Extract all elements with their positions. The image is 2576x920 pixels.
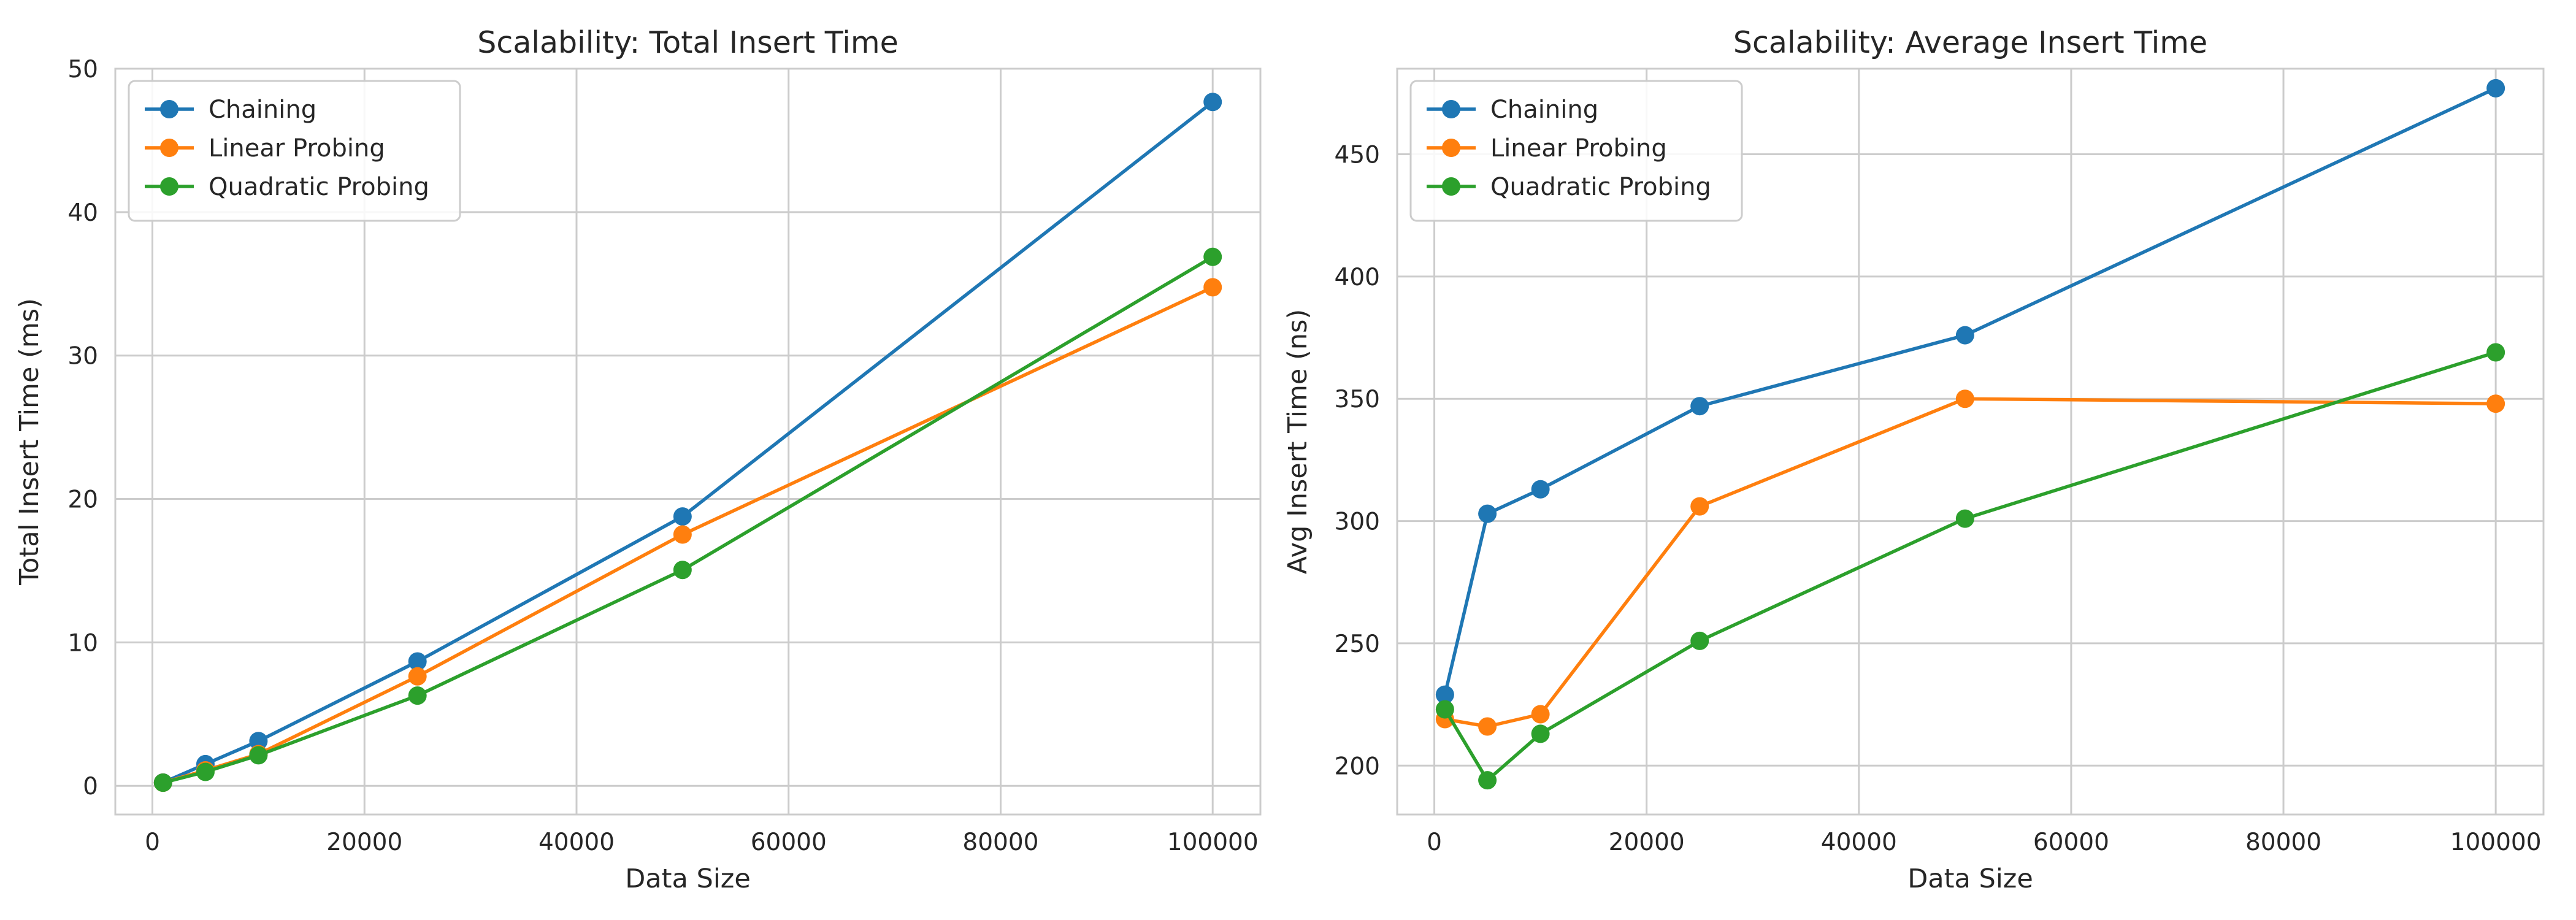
x-axis-label: Data Size (1907, 864, 2033, 894)
y-tick-label: 0 (83, 773, 98, 800)
legend-entry-chaining: Chaining (145, 96, 316, 124)
series-line-chaining (1443, 86, 2497, 696)
y-tick-label: 450 (1335, 142, 1380, 169)
legend-marker (1442, 139, 1460, 157)
data-point (1203, 278, 1222, 297)
x-axis-label: Data Size (625, 864, 751, 894)
y-tick-label: 200 (1335, 753, 1380, 780)
y-tick-label: 10 (67, 629, 98, 657)
x-tick-label: 40000 (1821, 829, 1897, 856)
x-tick-label: 0 (1427, 829, 1442, 856)
legend: Chaining Linear Probing Quadratic Probing (128, 80, 461, 222)
x-tick-label: 60000 (751, 829, 827, 856)
x-tick-label: 100000 (2450, 829, 2542, 856)
y-tick-label: 40 (67, 199, 98, 227)
data-point (673, 561, 692, 580)
plot-frame (1396, 67, 2545, 816)
legend-entry-linear-probing: Linear Probing (1427, 134, 1667, 163)
legend-label: Quadratic Probing (209, 173, 429, 201)
data-point (1955, 389, 1974, 408)
data-point (408, 667, 427, 686)
legend-label: Chaining (1490, 96, 1598, 124)
data-point (1435, 700, 1454, 719)
data-point (1690, 497, 1709, 516)
legend-label: Quadratic Probing (1490, 173, 1711, 201)
legend-box (128, 80, 461, 222)
data-point (1531, 480, 1550, 499)
data-point (1478, 717, 1497, 736)
y-tick-label: 250 (1335, 631, 1380, 658)
data-point (1203, 247, 1222, 266)
series-quadratic-probing (153, 247, 1222, 792)
data-point (2486, 79, 2505, 98)
data-point (196, 762, 215, 781)
data-point (1478, 771, 1497, 790)
x-tick-label: 0 (145, 829, 160, 856)
x-tick-label: 100000 (1167, 829, 1259, 856)
y-axis-label: Total Insert Time (ms) (14, 298, 45, 586)
y-tick-label: 300 (1335, 508, 1380, 536)
x-tick-label: 80000 (2245, 829, 2321, 856)
legend-entry-linear-probing: Linear Probing (145, 134, 385, 163)
data-point (1435, 685, 1454, 704)
y-tick-label: 350 (1335, 386, 1380, 413)
data-point (1478, 504, 1497, 523)
x-tick-label: 80000 (962, 829, 1038, 856)
data-point (249, 732, 268, 751)
y-tick-label: 400 (1335, 264, 1380, 291)
y-tick-label: 50 (67, 56, 98, 83)
data-point (2486, 394, 2505, 413)
legend-marker (160, 139, 178, 157)
legend-label: Linear Probing (1490, 134, 1667, 163)
legend-marker (160, 177, 178, 196)
legend-entry-chaining: Chaining (1427, 96, 1598, 124)
legend-entry-quadratic-probing: Quadratic Probing (145, 173, 429, 201)
chart-average-insert-time: 0 20000 40000 60000 80000 100000 200 250 300 350 4… (1282, 25, 2545, 894)
data-point (1690, 397, 1709, 416)
legend-marker (1442, 177, 1460, 196)
x-tick-label: 40000 (539, 829, 615, 856)
data-point (673, 525, 692, 544)
chart-total-insert-time: 0 20000 40000 60000 80000 100000 0 10 20 30 40 50 Sc… (14, 25, 1262, 894)
data-point (1531, 724, 1550, 743)
chart-title: Scalability: Average Insert Time (1733, 25, 2207, 60)
legend-marker (1442, 100, 1460, 118)
legend-label: Linear Probing (209, 134, 385, 163)
data-point (249, 746, 268, 765)
x-tick-label: 60000 (2033, 829, 2109, 856)
y-axis-label: Avg Insert Time (ns) (1282, 309, 1313, 574)
data-point (1531, 705, 1550, 724)
x-tick-label: 20000 (326, 829, 402, 856)
data-point (1955, 509, 1974, 528)
data-point (1203, 93, 1222, 112)
data-point (1955, 326, 1974, 345)
legend-marker (160, 100, 178, 118)
x-tick-label: 20000 (1609, 829, 1685, 856)
legend-entry-quadratic-probing: Quadratic Probing (1427, 173, 1711, 201)
y-tick-label: 20 (67, 486, 98, 514)
y-tick-label: 30 (67, 343, 98, 370)
series-quadratic-probing (1435, 343, 2505, 790)
legend-label: Chaining (209, 96, 316, 124)
series-line-quadratic-probing (1443, 350, 2496, 782)
data-point (408, 686, 427, 705)
legend-box (1409, 80, 1743, 222)
data-point (673, 507, 692, 526)
data-point (1690, 631, 1709, 650)
plot-frame (114, 67, 1262, 816)
data-point (2486, 343, 2505, 362)
data-point (408, 652, 427, 671)
chart-title: Scalability: Total Insert Time (477, 25, 898, 60)
data-point (153, 773, 172, 792)
series-chaining (1435, 79, 2505, 704)
legend: Chaining Linear Probing Quadratic Probing (1409, 80, 1743, 222)
